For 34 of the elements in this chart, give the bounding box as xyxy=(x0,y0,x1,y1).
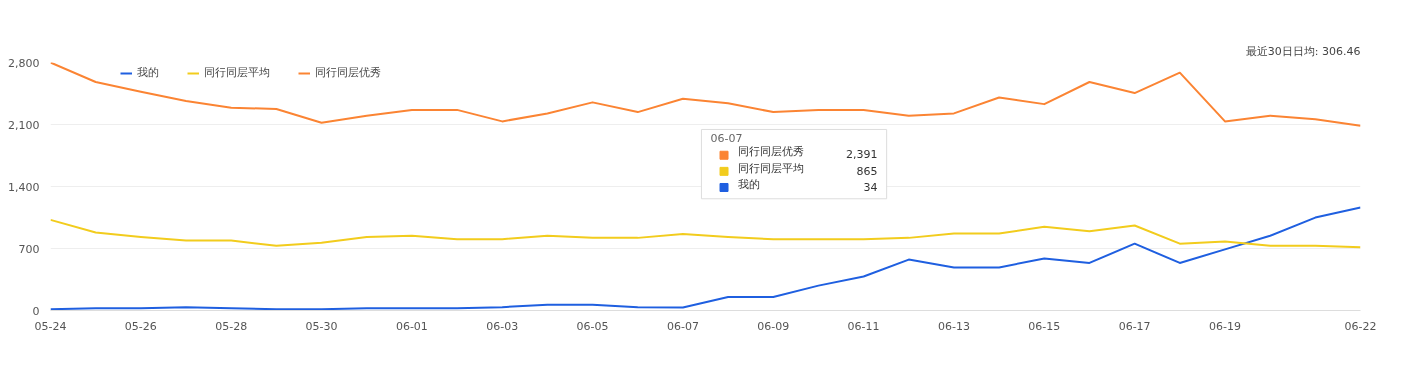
text: 同行同层平均 xyxy=(204,66,270,79)
annotation: 2,391 xyxy=(846,148,878,162)
annotation: 06-07 xyxy=(710,132,743,146)
x-tick-label: 05-30 xyxy=(305,319,338,333)
x-tick-label: 06-17 xyxy=(1118,319,1151,333)
x-tick-label: 05-26 xyxy=(124,319,157,333)
text: 同行同层优秀 xyxy=(737,145,804,159)
line-series xyxy=(50,218,1361,249)
y-tick-label: 700 xyxy=(18,242,40,256)
legend-label: 同行同层优秀 xyxy=(315,65,381,80)
annotation: 865 xyxy=(856,164,878,178)
x-tick-label: 06-05 xyxy=(576,319,609,333)
annotation: 34 xyxy=(863,180,878,194)
text: 我的 xyxy=(137,66,159,79)
line-series xyxy=(50,62,1361,127)
y-tick-label: 2,100 xyxy=(8,118,40,132)
legend-label: 同行同层平均 xyxy=(737,161,804,175)
y-tick-label: 0 xyxy=(32,304,40,318)
x-tick-label: 06-19 xyxy=(1209,319,1241,333)
line-series xyxy=(50,206,1361,311)
x-tick-label: 06-01 xyxy=(395,319,428,333)
x-tick-label: 05-24 xyxy=(34,319,67,333)
x-tick-label: 06-09 xyxy=(757,319,790,333)
y-tick-label: 2,800 xyxy=(8,56,40,70)
x-tick-label: 06-22 xyxy=(1344,319,1377,333)
x-tick-label: 06-11 xyxy=(847,319,880,333)
x-tick-label: 06-13 xyxy=(937,319,970,333)
x-tick-label: 06-07 xyxy=(666,319,699,333)
y-tick-label: 1,400 xyxy=(8,180,40,194)
x-tick-label: 05-28 xyxy=(215,319,248,333)
legend-label: 我的 xyxy=(737,177,760,191)
text: 最近30日日均: 306.46 xyxy=(1245,44,1361,58)
x-tick-label: 06-03 xyxy=(486,319,519,333)
x-tick-label: 06-15 xyxy=(1028,319,1061,333)
